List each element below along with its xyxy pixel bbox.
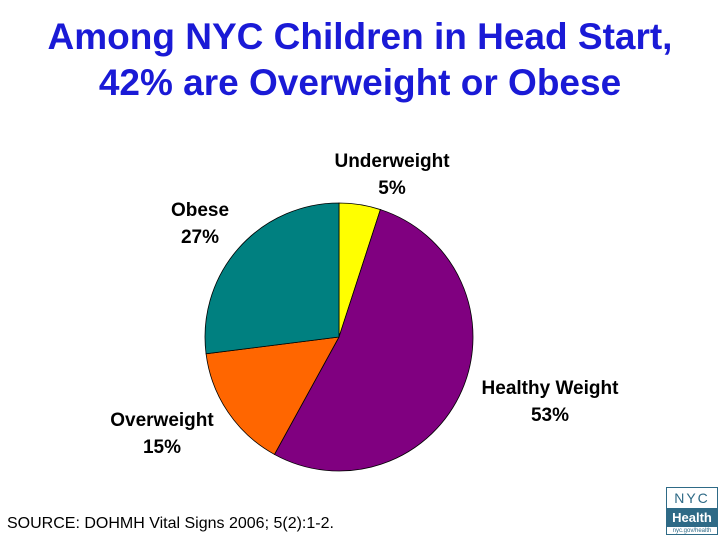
- title-line-2: 42% are Overweight or Obese: [98, 62, 622, 103]
- slice-value-obese: 27%: [181, 227, 219, 248]
- pie-slice-healthy-weight: [273, 209, 474, 472]
- slice-label-healthy-weight: Healthy Weight: [482, 378, 620, 399]
- slide-title: Among NYC Children in Head Start, 42% ar…: [0, 14, 720, 106]
- slice-label-underweight: Underweight: [334, 151, 450, 172]
- source-citation: SOURCE: DOHMH Vital Signs 2006; 5(2):1-2…: [7, 515, 334, 532]
- logo-health-text: Health: [667, 509, 717, 527]
- slice-label-obese: Obese: [171, 200, 229, 221]
- nyc-health-logo: NYC Health nyc.gov/health: [666, 487, 718, 535]
- logo-nyc-text: NYC: [667, 488, 717, 509]
- slice-label-overweight: Overweight: [110, 410, 214, 431]
- slice-value-overweight: 15%: [143, 437, 181, 458]
- logo-url-text: nyc.gov/health: [672, 528, 712, 534]
- slice-value-underweight: 5%: [378, 178, 406, 199]
- title-line-1: Among NYC Children in Head Start,: [47, 16, 673, 57]
- pie-slice-overweight: [205, 336, 340, 455]
- slice-value-healthy-weight: 53%: [531, 405, 569, 426]
- pie-slice-obese: [204, 202, 340, 355]
